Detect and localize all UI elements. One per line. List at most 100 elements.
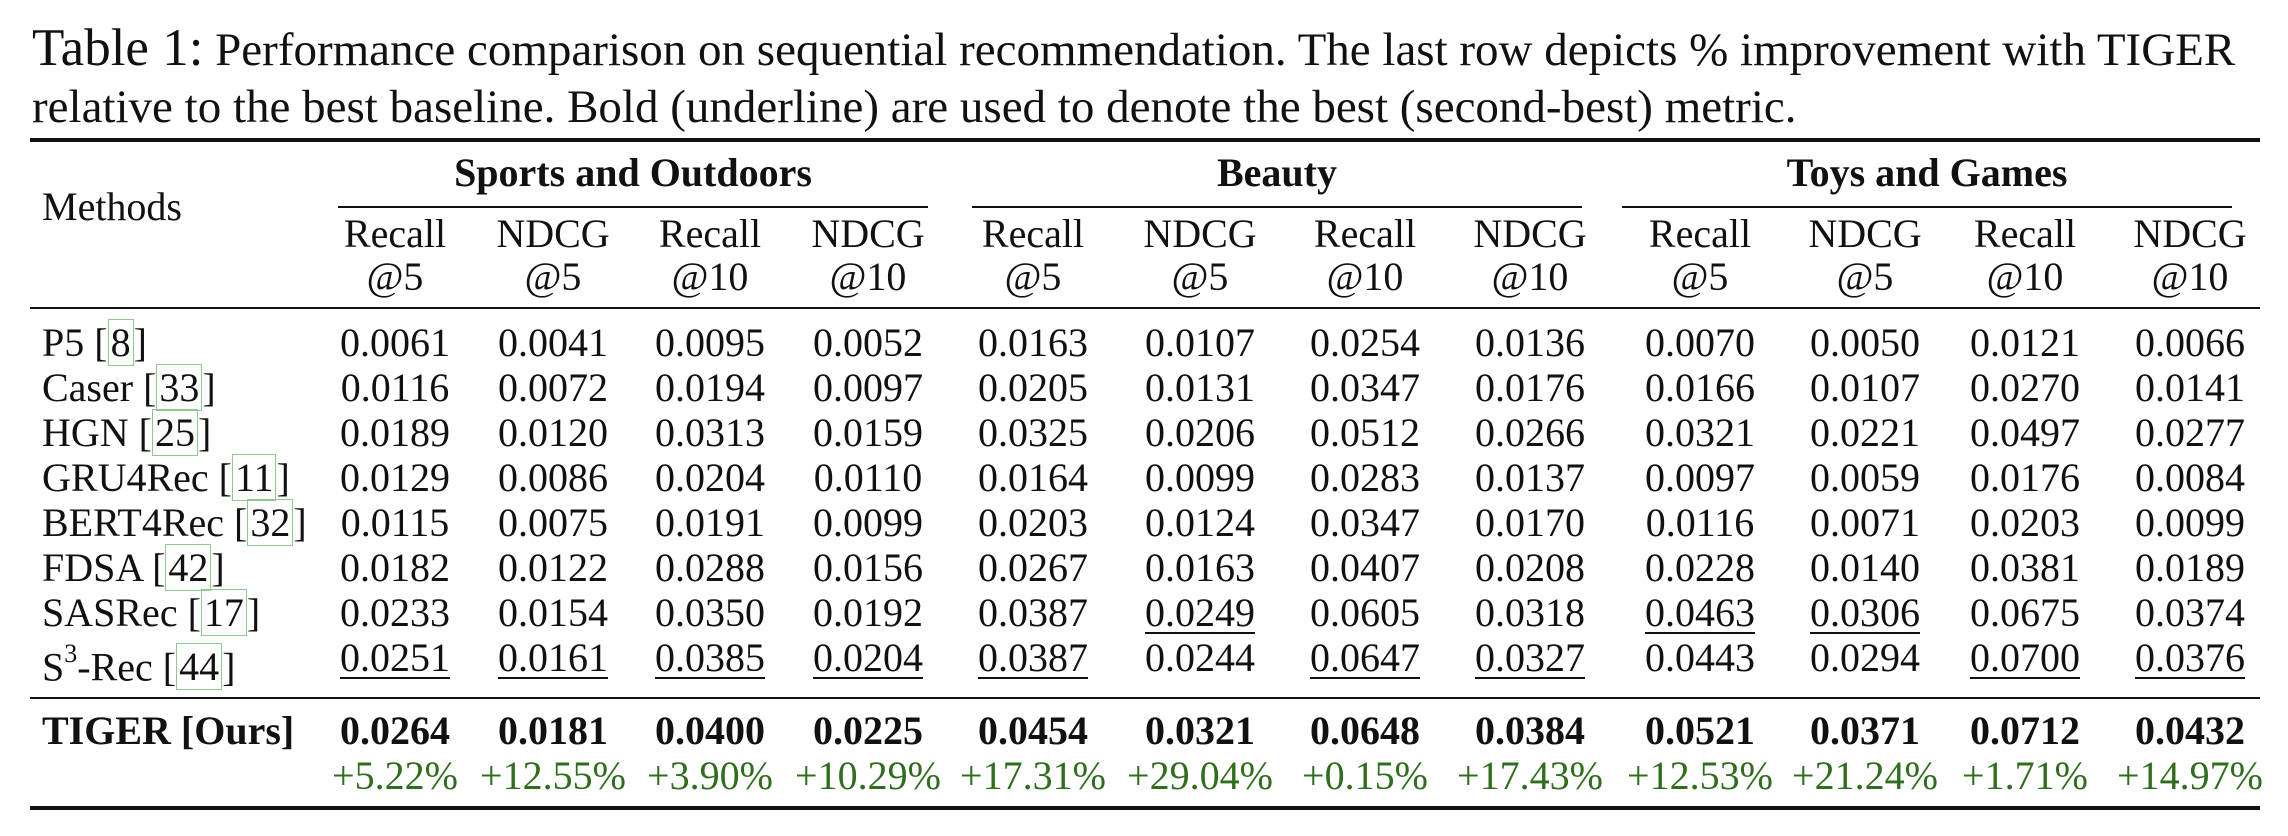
ours-cell: 0.0712 bbox=[1970, 708, 2080, 753]
table-cell: 0.0251 bbox=[340, 635, 450, 680]
table-cell: 0.0700 bbox=[1970, 635, 2080, 680]
table-caption: Table 1: Performance comparison on seque… bbox=[32, 20, 2262, 136]
improvement-cell: +21.24% bbox=[1792, 753, 1938, 798]
column-header-metric: Recall bbox=[658, 211, 762, 256]
column-header-metric: Recall bbox=[1973, 211, 2077, 256]
column-header-cutoff: @10 bbox=[1986, 254, 2064, 299]
citation-link[interactable]: 32 bbox=[247, 499, 294, 546]
table-cell: 0.0066 bbox=[2135, 320, 2245, 365]
table-cell: 0.0140 bbox=[1810, 545, 1920, 590]
column-header: NDCG @10 bbox=[793, 212, 943, 298]
table-cell: 0.0194 bbox=[655, 365, 765, 410]
table-cell: 0.0313 bbox=[655, 410, 765, 455]
table-cell: 0.0189 bbox=[2135, 545, 2245, 590]
table-cell: 0.0327 bbox=[1475, 635, 1585, 680]
column-header-cutoff: @5 bbox=[524, 254, 582, 299]
table-cell: 0.0137 bbox=[1475, 455, 1585, 500]
method-label: SASRec bbox=[42, 590, 178, 635]
table-cell: 0.0099 bbox=[2135, 500, 2245, 545]
table-cell: 0.0463 bbox=[1645, 590, 1755, 635]
table-cell: 0.0605 bbox=[1310, 590, 1420, 635]
table-cell: 0.0294 bbox=[1810, 635, 1920, 680]
column-header-metric: NDCG bbox=[811, 211, 925, 256]
ours-cell: 0.0521 bbox=[1645, 708, 1755, 753]
column-header-metric: NDCG bbox=[2133, 211, 2247, 256]
citation-link[interactable]: 33 bbox=[156, 364, 203, 411]
group-title: Beauty bbox=[1217, 150, 1337, 195]
table-cell: 0.0647 bbox=[1310, 635, 1420, 680]
method-name: HGN [25] bbox=[42, 409, 212, 456]
column-header: Recall @10 bbox=[635, 212, 785, 298]
ours-cell: 0.0371 bbox=[1810, 708, 1920, 753]
method-name: P5 [8] bbox=[42, 319, 147, 366]
citation-link[interactable]: 42 bbox=[165, 544, 212, 591]
group-underline bbox=[1622, 206, 2232, 208]
table-cell: 0.0407 bbox=[1310, 545, 1420, 590]
citation-link[interactable]: 44 bbox=[176, 643, 223, 691]
column-header-metric: NDCG bbox=[1143, 211, 1257, 256]
table-cell: 0.0107 bbox=[1145, 320, 1255, 365]
table-cell: 0.0097 bbox=[813, 365, 923, 410]
table-cell: 0.0325 bbox=[978, 410, 1088, 455]
column-header-cutoff: @5 bbox=[1671, 254, 1729, 299]
table-cell: 0.0071 bbox=[1810, 500, 1920, 545]
table-cell: 0.0120 bbox=[498, 410, 608, 455]
table-cell: 0.0075 bbox=[498, 500, 608, 545]
top-rule bbox=[30, 138, 2260, 142]
table-cell: 0.0163 bbox=[978, 320, 1088, 365]
method-label: HGN bbox=[42, 410, 129, 455]
table-cell: 0.0376 bbox=[2135, 635, 2245, 680]
table-cell: 0.0061 bbox=[340, 320, 450, 365]
ours-cell: 0.0181 bbox=[498, 708, 608, 753]
table-cell: 0.0163 bbox=[1145, 545, 1255, 590]
method-label: BERT4Rec bbox=[42, 500, 225, 545]
improvement-cell: +14.97% bbox=[2117, 753, 2263, 798]
method-name: FDSA [42] bbox=[42, 544, 225, 591]
improvement-cell: +12.55% bbox=[480, 753, 626, 798]
ours-cell: 0.0454 bbox=[978, 708, 1088, 753]
method-label: P5 bbox=[42, 320, 85, 365]
table-cell: 0.0115 bbox=[340, 500, 450, 545]
table-cell: 0.0159 bbox=[813, 410, 923, 455]
table-cell: 0.0122 bbox=[498, 545, 608, 590]
method-name: GRU4Rec [11] bbox=[42, 454, 290, 501]
header-rule bbox=[30, 307, 2260, 309]
table-cell: 0.0095 bbox=[655, 320, 765, 365]
group-underline bbox=[972, 206, 1582, 208]
column-header-metric: NDCG bbox=[1808, 211, 1922, 256]
citation-link[interactable]: 17 bbox=[200, 589, 247, 636]
table-cell: 0.0116 bbox=[1645, 500, 1755, 545]
citation-link[interactable]: 11 bbox=[231, 454, 277, 501]
table-cell: 0.0204 bbox=[813, 635, 923, 680]
table-cell: 0.0136 bbox=[1475, 320, 1585, 365]
table-cell: 0.0192 bbox=[813, 590, 923, 635]
table-cell: 0.0176 bbox=[1970, 455, 2080, 500]
table-cell: 0.0161 bbox=[498, 635, 608, 680]
table-cell: 0.0097 bbox=[1645, 455, 1755, 500]
column-header-cutoff: @5 bbox=[1004, 254, 1062, 299]
column-header-metric: Recall bbox=[1648, 211, 1752, 256]
table-cell: 0.0129 bbox=[340, 455, 450, 500]
table-cell: 0.0052 bbox=[813, 320, 923, 365]
method-label-suffix: -Rec bbox=[77, 644, 153, 690]
citation-link[interactable]: 8 bbox=[107, 319, 134, 366]
column-header: Recall @10 bbox=[1290, 212, 1440, 298]
table-cell: 0.0387 bbox=[978, 635, 1088, 680]
table-cell: 0.0381 bbox=[1970, 545, 2080, 590]
method-label: Caser bbox=[42, 365, 134, 410]
table-cell: 0.0347 bbox=[1310, 500, 1420, 545]
group-title: Toys and Games bbox=[1786, 150, 2068, 195]
table-cell: 0.0270 bbox=[1970, 365, 2080, 410]
table-cell: 0.0124 bbox=[1145, 500, 1255, 545]
table-cell: 0.0110 bbox=[813, 455, 923, 500]
method-name: S3-Rec [44] bbox=[42, 639, 236, 691]
method-label: S bbox=[42, 644, 65, 690]
table-cell: 0.0084 bbox=[2135, 455, 2245, 500]
improvement-cell: +29.04% bbox=[1127, 753, 1273, 798]
table-cell: 0.0182 bbox=[340, 545, 450, 590]
table-cell: 0.0170 bbox=[1475, 500, 1585, 545]
citation-link[interactable]: 25 bbox=[152, 409, 198, 456]
table-cell: 0.0350 bbox=[655, 590, 765, 635]
ours-cell: 0.0648 bbox=[1310, 708, 1420, 753]
table-cell: 0.0191 bbox=[655, 500, 765, 545]
